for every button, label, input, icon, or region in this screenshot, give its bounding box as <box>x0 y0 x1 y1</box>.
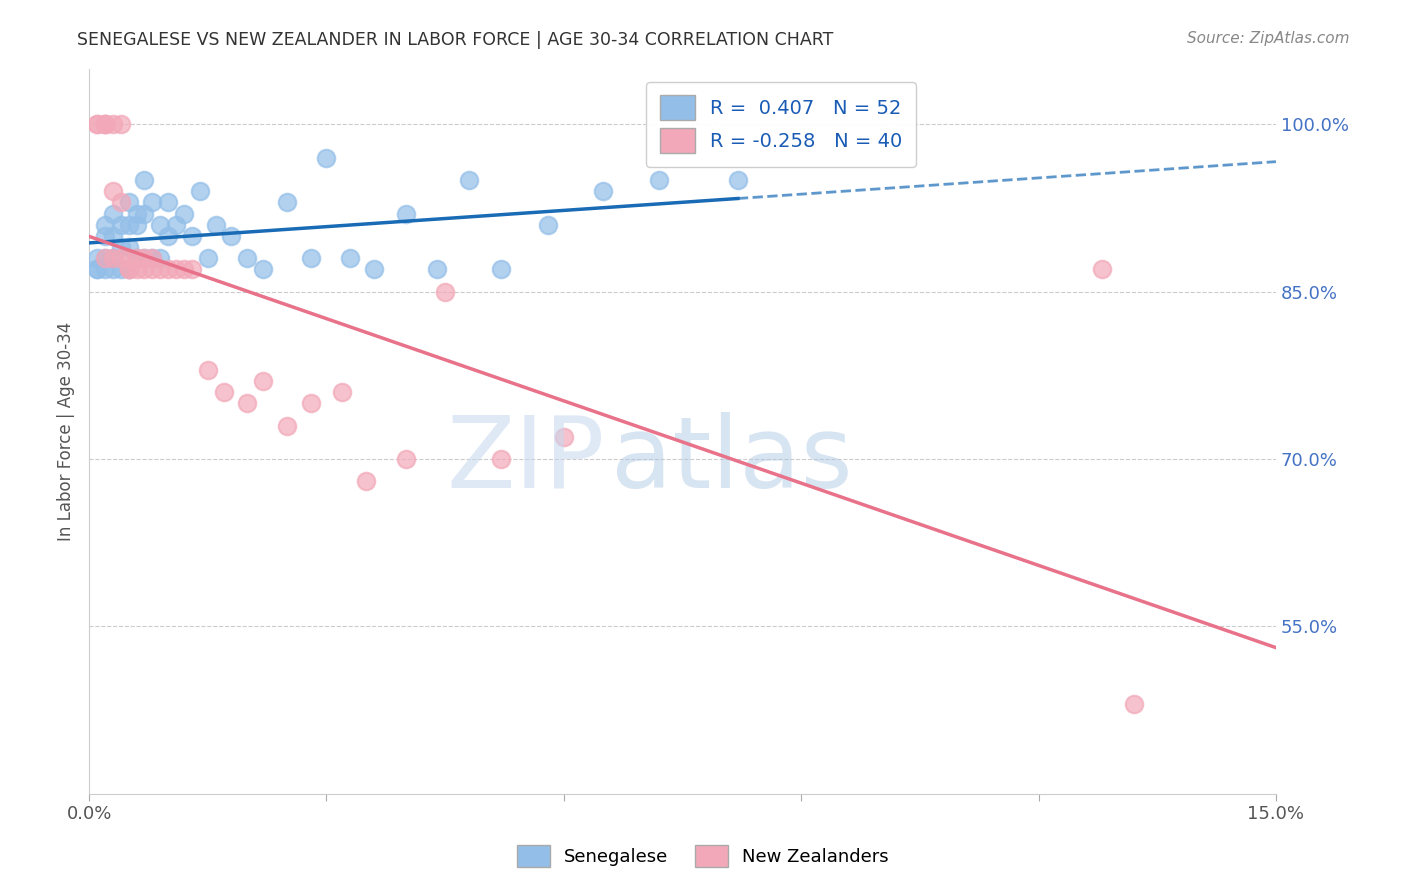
Point <box>125 251 148 265</box>
Point <box>648 173 671 187</box>
Text: Source: ZipAtlas.com: Source: ZipAtlas.com <box>1187 31 1350 46</box>
Legend: Senegalese, New Zealanders: Senegalese, New Zealanders <box>510 838 896 874</box>
Point <box>94 262 117 277</box>
Point <box>110 240 132 254</box>
Point <box>86 262 108 277</box>
Point <box>94 117 117 131</box>
Point <box>204 218 226 232</box>
Point <box>339 251 361 265</box>
Point <box>125 262 148 277</box>
Point <box>173 206 195 220</box>
Point <box>299 396 322 410</box>
Point <box>125 206 148 220</box>
Point <box>141 251 163 265</box>
Point <box>117 218 139 232</box>
Point <box>197 363 219 377</box>
Point <box>94 251 117 265</box>
Point <box>110 251 132 265</box>
Point <box>315 151 337 165</box>
Point <box>1122 698 1144 712</box>
Point <box>117 251 139 265</box>
Point <box>110 218 132 232</box>
Point <box>94 251 117 265</box>
Point <box>394 452 416 467</box>
Point <box>101 117 124 131</box>
Point <box>165 218 187 232</box>
Point <box>117 262 139 277</box>
Point <box>330 385 353 400</box>
Point <box>394 206 416 220</box>
Point <box>94 218 117 232</box>
Point <box>125 218 148 232</box>
Point <box>94 117 117 131</box>
Point <box>276 195 298 210</box>
Point <box>125 251 148 265</box>
Text: ZIP: ZIP <box>447 411 606 508</box>
Point <box>101 251 124 265</box>
Point <box>489 452 512 467</box>
Point <box>117 262 139 277</box>
Point <box>101 262 124 277</box>
Point <box>236 251 259 265</box>
Point <box>727 173 749 187</box>
Point <box>134 251 156 265</box>
Point <box>134 251 156 265</box>
Point <box>157 195 180 210</box>
Point <box>157 262 180 277</box>
Point <box>157 228 180 243</box>
Point <box>110 262 132 277</box>
Y-axis label: In Labor Force | Age 30-34: In Labor Force | Age 30-34 <box>58 321 75 541</box>
Point <box>141 195 163 210</box>
Point <box>134 206 156 220</box>
Point <box>173 262 195 277</box>
Point <box>86 262 108 277</box>
Point <box>252 374 274 388</box>
Point <box>299 251 322 265</box>
Point <box>110 195 132 210</box>
Point <box>188 184 211 198</box>
Point <box>489 262 512 277</box>
Point <box>434 285 457 299</box>
Point <box>252 262 274 277</box>
Point <box>1091 262 1114 277</box>
Point <box>117 262 139 277</box>
Point <box>149 218 172 232</box>
Point <box>181 228 204 243</box>
Point <box>101 184 124 198</box>
Point <box>86 117 108 131</box>
Point <box>457 173 479 187</box>
Point <box>553 430 575 444</box>
Point <box>221 228 243 243</box>
Point <box>86 117 108 131</box>
Point <box>363 262 385 277</box>
Legend: R =  0.407   N = 52, R = -0.258   N = 40: R = 0.407 N = 52, R = -0.258 N = 40 <box>647 82 917 167</box>
Point <box>117 240 139 254</box>
Point <box>101 228 124 243</box>
Point <box>141 262 163 277</box>
Point <box>134 262 156 277</box>
Point <box>117 195 139 210</box>
Point <box>537 218 560 232</box>
Point <box>426 262 449 277</box>
Point <box>101 206 124 220</box>
Point <box>149 251 172 265</box>
Point <box>592 184 614 198</box>
Point <box>86 251 108 265</box>
Point <box>141 251 163 265</box>
Point <box>181 262 204 277</box>
Text: atlas: atlas <box>612 411 853 508</box>
Point <box>94 117 117 131</box>
Point <box>276 418 298 433</box>
Text: SENEGALESE VS NEW ZEALANDER IN LABOR FORCE | AGE 30-34 CORRELATION CHART: SENEGALESE VS NEW ZEALANDER IN LABOR FOR… <box>77 31 834 49</box>
Point <box>212 385 235 400</box>
Point <box>197 251 219 265</box>
Point <box>110 117 132 131</box>
Point <box>94 228 117 243</box>
Point <box>354 475 377 489</box>
Point <box>165 262 187 277</box>
Point <box>236 396 259 410</box>
Point <box>134 173 156 187</box>
Point <box>101 251 124 265</box>
Point <box>149 262 172 277</box>
